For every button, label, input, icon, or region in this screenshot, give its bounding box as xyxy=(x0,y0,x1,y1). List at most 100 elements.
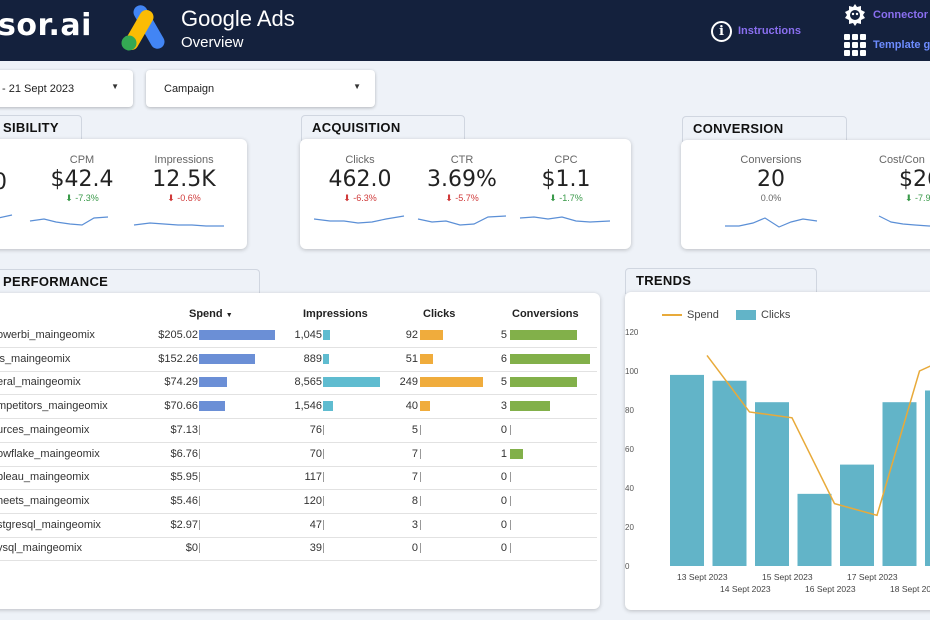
column-header-clicks[interactable]: Clicks xyxy=(423,308,456,320)
y-tick-label: 100 xyxy=(625,367,639,376)
visibility-card: 0 CPM $42.4 ⬇ -7.3% Impressions 12.5K ⬇ … xyxy=(0,139,247,249)
spend-cell: $152.26 xyxy=(158,352,198,365)
spend-bar xyxy=(199,495,200,506)
connector-label: Connector xyxy=(873,9,928,21)
metric-delta: ⬇ -1.7% xyxy=(549,193,583,203)
clicks-cell: 3 xyxy=(411,518,418,531)
table-row[interactable]: mpetitors_maingeomix $70.66 1,546 40 3 xyxy=(0,395,597,420)
legend-clicks[interactable]: Clicks xyxy=(736,309,790,321)
connector-link[interactable]: Connector xyxy=(843,3,928,27)
metric-impressions: Impressions 12.5K ⬇ -0.6% xyxy=(140,154,228,204)
spend-cell: $205.02 xyxy=(158,329,198,341)
impressions-cell: 39 xyxy=(309,542,322,555)
spend-bar xyxy=(199,472,200,483)
conversions-cell: 1 xyxy=(500,447,507,460)
spend-cell: $74.29 xyxy=(164,376,198,389)
legend-label-clicks: Clicks xyxy=(761,309,791,321)
clicks-bar xyxy=(925,390,930,566)
column-header-conversions[interactable]: Conversions xyxy=(512,308,579,320)
y-tick-label: 40 xyxy=(625,484,634,493)
legend-swatch-clicks xyxy=(736,310,756,320)
connector-gear-icon xyxy=(845,4,865,26)
conversions-cell: 5 xyxy=(500,376,507,389)
google-ads-logo xyxy=(121,5,165,51)
campaign-name-cell: ysql_maingeomix xyxy=(0,542,82,555)
metric-cost-per-conversion: Cost/Con $26 ⬇ -7.9 xyxy=(879,154,930,204)
table-row[interactable]: bleau_maingeomix $5.95 117 7 0 xyxy=(0,466,597,491)
campaign-name-cell: heets_maingeomix xyxy=(0,494,90,507)
metric-value: $1.1 xyxy=(541,167,591,192)
clicks-bar xyxy=(420,424,421,435)
impressions-cell: 70 xyxy=(309,447,322,460)
table-row[interactable]: owerbi_maingeomix $205.02 1,045 92 5 xyxy=(0,324,597,348)
y-tick-label: 0 xyxy=(625,562,630,571)
clicks-cell: 92 xyxy=(405,329,418,341)
clicks-bar xyxy=(712,380,747,566)
impressions-cell: 47 xyxy=(309,518,322,531)
conversions-cell: 0 xyxy=(500,494,507,507)
metric-conversions: Conversions 20 0.0% xyxy=(731,154,811,203)
metric-cpm: CPM $42.4 ⬇ -7.3% xyxy=(42,154,122,204)
column-header-impressions[interactable]: Impressions xyxy=(303,308,368,320)
x-tick-label: 15 Sept 2023 xyxy=(762,572,813,582)
clicks-bar xyxy=(882,402,917,566)
legend-spend[interactable]: Spend xyxy=(662,309,719,321)
impressions-bar xyxy=(323,401,334,412)
table-row[interactable]: eral_maingeomix $74.29 8,565 249 5 xyxy=(0,371,597,396)
campaign-name-cell: urces_maingeomix xyxy=(0,423,90,436)
impressions-cell: 76 xyxy=(309,423,322,436)
table-row[interactable]: heets_maingeomix $5.46 120 8 0 xyxy=(0,490,597,514)
template-gallery-link[interactable]: Template g xyxy=(844,34,930,56)
conversions-bar xyxy=(510,330,577,340)
conversions-cell: 3 xyxy=(500,400,507,413)
y-tick-label: 120 xyxy=(625,328,639,337)
spend-cell: $0 xyxy=(185,542,198,555)
table-row[interactable]: urces_maingeomix $7.13 76 5 0 xyxy=(0,419,597,443)
campaign-filter[interactable]: Campaign ▼ xyxy=(146,70,375,107)
acquisition-card: Clicks 462.0 ⬇ -6.3% CTR 3.69% ⬇ -5.7% C… xyxy=(300,139,631,249)
impressions-bar xyxy=(323,353,329,364)
impressions-bar xyxy=(323,472,324,483)
date-range-value: - 21 Sept 2023 xyxy=(2,82,75,95)
clicks-bar xyxy=(420,543,421,554)
legend-label-spend: Spend xyxy=(687,309,719,321)
performance-table-card xyxy=(0,293,600,609)
table-row[interactable]: ysql_maingeomix $0 39 0 0 xyxy=(0,537,597,562)
section-label-trends: TRENDS xyxy=(625,268,817,294)
conversions-cell: 0 xyxy=(500,542,507,555)
clicks-bar xyxy=(420,330,444,340)
table-row[interactable]: ls_maingeomix $152.26 889 51 6 xyxy=(0,348,597,372)
x-tick-label: 18 Sept 2023 xyxy=(890,584,930,594)
campaign-name-cell: owflake_maingeomix xyxy=(0,447,100,460)
conversions-bar xyxy=(510,424,511,435)
campaign-name-cell: eral_maingeomix xyxy=(0,376,81,389)
metric-value: 0 xyxy=(0,170,10,195)
dropdown-arrow-icon: ▼ xyxy=(353,82,361,91)
impressions-bar xyxy=(323,424,324,435)
clicks-cell: 7 xyxy=(411,447,418,460)
conversions-bar xyxy=(510,495,511,506)
impressions-cell: 1,045 xyxy=(294,329,322,341)
conversions-bar xyxy=(510,448,524,459)
table-row[interactable]: owflake_maingeomix $6.76 70 7 1 xyxy=(0,443,597,467)
clicks-bar xyxy=(420,519,421,530)
table-row[interactable]: stgresql_maingeomix $2.97 47 3 0 xyxy=(0,514,597,538)
section-label-performance: PERFORMANCE xyxy=(0,269,260,295)
conversions-cell: 0 xyxy=(500,471,507,484)
x-tick-label: 14 Sept 2023 xyxy=(720,584,771,594)
conversions-bar xyxy=(510,401,550,412)
conversions-cell: 0 xyxy=(500,423,507,436)
metric-delta: 0.0% xyxy=(760,193,782,203)
instructions-label: Instructions xyxy=(738,25,801,37)
spend-bar xyxy=(199,353,256,364)
date-range-filter[interactable]: - 21 Sept 2023 ▼ xyxy=(0,70,133,107)
clicks-cell: 8 xyxy=(411,494,418,507)
sparklines xyxy=(314,215,611,226)
metric-value: $42.4 xyxy=(50,167,114,192)
column-header-spend[interactable]: Spend ▼ xyxy=(189,308,233,320)
y-tick-label: 80 xyxy=(625,406,634,415)
spend-bar xyxy=(199,519,200,530)
instructions-link[interactable]: i Instructions xyxy=(711,20,801,42)
impressions-bar xyxy=(323,330,330,340)
clicks-bar xyxy=(797,493,832,566)
